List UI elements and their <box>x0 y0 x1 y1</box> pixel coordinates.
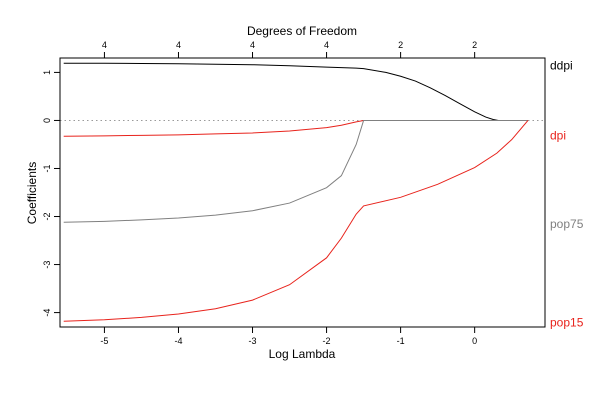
series-line-pop15 <box>63 120 529 322</box>
top-axis: 4 4 4 4 2 2 <box>102 40 477 59</box>
top-tick-label: 2 <box>398 40 403 50</box>
series-label-layer: ddpi dpi pop75 pop15 <box>550 58 584 329</box>
top-tick-label: 4 <box>250 40 255 50</box>
y-tick-label: -3 <box>42 261 52 269</box>
y-tick-label: -1 <box>42 164 52 172</box>
series-line-dpi <box>63 119 528 137</box>
x-tick-label: -3 <box>249 336 257 346</box>
top-axis-title: Degrees of Freedom <box>247 24 357 38</box>
bottom-axis: -5 -4 -3 -2 -1 0 <box>100 326 477 346</box>
left-axis: 1 0 -1 -2 -3 -4 <box>42 70 61 317</box>
x-tick-label: -1 <box>397 336 405 346</box>
series-line-ddpi <box>63 62 528 121</box>
series-label-pop15: pop15 <box>550 315 584 329</box>
plot-frame <box>59 57 546 328</box>
top-tick-label: 4 <box>324 40 329 50</box>
series-label-dpi: dpi <box>550 129 566 143</box>
series-layer <box>63 62 529 322</box>
series-line-pop75 <box>63 119 528 223</box>
y-tick-label: -2 <box>42 213 52 221</box>
x-axis-title: Log Lambda <box>269 347 336 361</box>
x-tick-label: 0 <box>472 336 477 346</box>
series-label-pop75: pop75 <box>550 217 584 231</box>
top-tick-label: 4 <box>176 40 181 50</box>
x-tick-label: -5 <box>100 336 108 346</box>
top-tick-label: 2 <box>472 40 477 50</box>
y-tick-label: 1 <box>42 70 52 75</box>
x-tick-label: -2 <box>323 336 331 346</box>
series-label-ddpi: ddpi <box>550 58 573 72</box>
x-tick-label: -4 <box>174 336 182 346</box>
y-axis-title: Coefficients <box>25 162 39 224</box>
y-tick-label: 0 <box>42 118 52 123</box>
y-tick-label: -4 <box>42 309 52 317</box>
top-tick-label: 4 <box>102 40 107 50</box>
